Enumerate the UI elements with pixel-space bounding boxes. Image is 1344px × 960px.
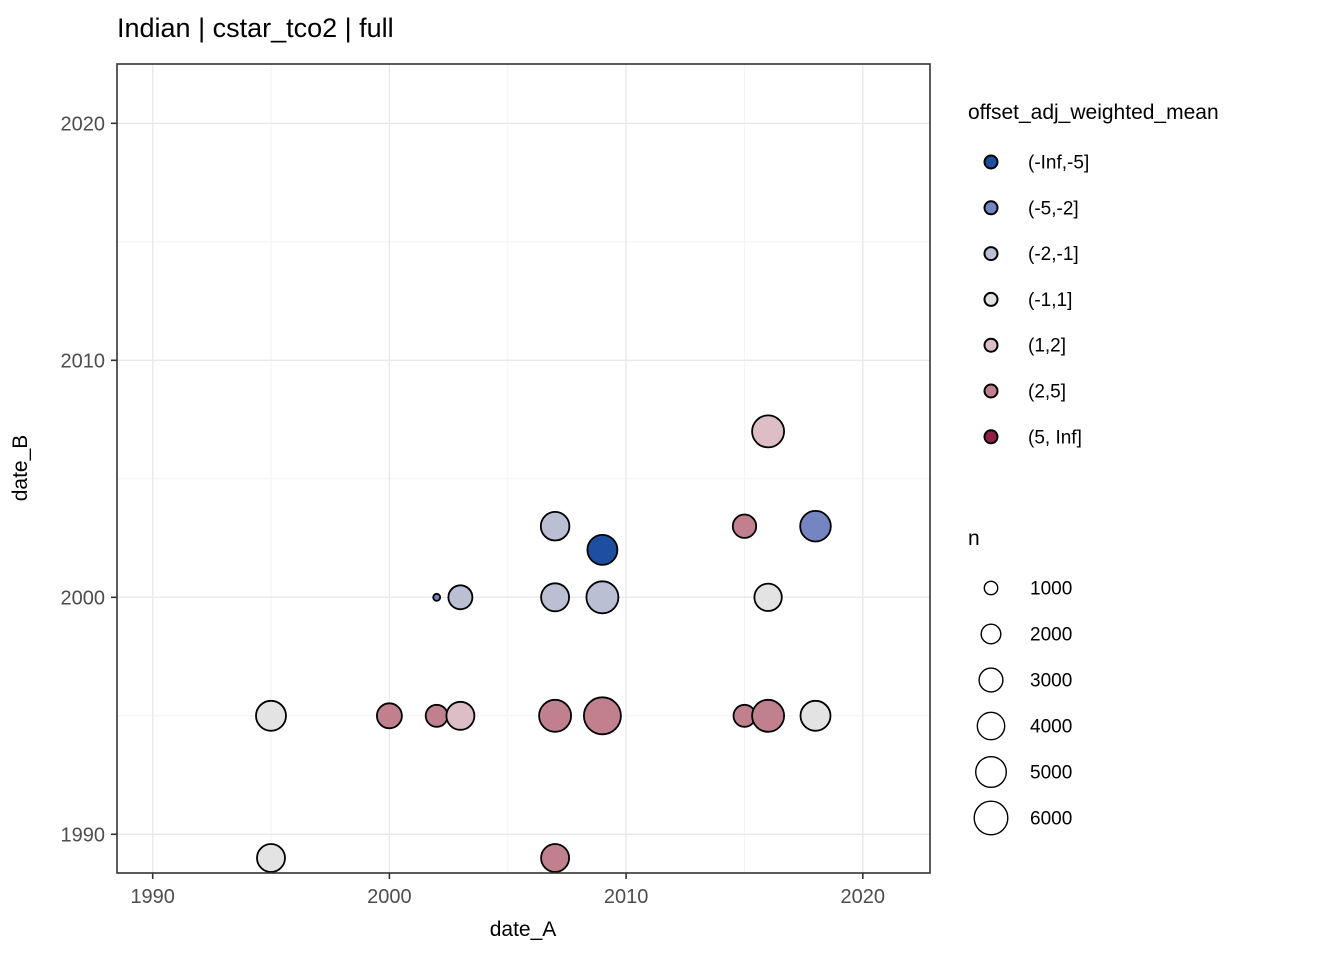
size-legend-label: 3000	[1030, 671, 1072, 692]
data-point	[586, 534, 619, 566]
x-tick-label: 2000	[367, 886, 412, 908]
color-legend-label: (-2,-1]	[1028, 244, 1079, 265]
size-legend-circle	[978, 667, 1004, 693]
data-point	[255, 699, 287, 732]
data-point	[731, 513, 758, 539]
data-point	[540, 582, 570, 613]
panel-border	[116, 63, 931, 874]
y-tick-label: 2020	[61, 113, 106, 135]
color-legend-swatch	[983, 429, 999, 445]
color-legend-label: (2,5]	[1028, 382, 1066, 403]
size-legend-label: 5000	[1030, 763, 1072, 784]
color-legend-label: (-5,-2]	[1028, 198, 1079, 219]
color-legend-swatch	[983, 246, 999, 262]
size-legend-circle	[983, 580, 999, 596]
size-legend-label: 2000	[1030, 625, 1072, 646]
color-legend-label: (-Inf,-5]	[1028, 153, 1089, 174]
x-axis-title: date_A	[490, 918, 557, 941]
size-legend-label: 4000	[1030, 717, 1072, 738]
data-point	[799, 699, 832, 732]
data-point	[445, 700, 476, 731]
x-tick-label: 2010	[604, 886, 649, 908]
data-point	[753, 582, 783, 612]
color-legend-label: (1,2]	[1028, 336, 1066, 357]
data-point	[256, 843, 286, 873]
size-legend-circle	[975, 756, 1008, 789]
data-points	[255, 414, 832, 873]
gridlines	[117, 64, 930, 873]
color-legend-title: offset_adj_weighted_mean	[968, 101, 1219, 124]
size-legend-title: n	[968, 527, 980, 550]
data-point	[447, 584, 474, 611]
y-axis-title: date_B	[9, 435, 32, 502]
data-point	[375, 702, 403, 730]
axis-ticks: 1990 2000 2010 2020 1990 2000 2010 2020	[61, 113, 886, 908]
size-legend-items: 1000 2000 3000 4000 5000 6000	[973, 579, 1072, 836]
data-point	[751, 414, 785, 449]
size-legend-label: 6000	[1030, 809, 1072, 830]
data-point	[751, 698, 785, 733]
size-legend-circle	[973, 800, 1009, 836]
y-tick-label: 2010	[61, 350, 106, 372]
color-legend-swatch	[983, 200, 999, 216]
data-point	[583, 696, 622, 736]
color-legend-swatch	[983, 291, 999, 307]
x-tick-label: 1990	[130, 886, 175, 908]
data-point	[539, 511, 571, 542]
color-legend-label: (5, Inf]	[1028, 427, 1082, 448]
color-legend-items: (-Inf,-5] (-5,-2] (-2,-1] (-1,1] (1,2] (2,5] (…	[983, 153, 1089, 448]
data-point	[424, 703, 449, 728]
data-point	[799, 510, 832, 543]
color-legend-swatch	[983, 337, 999, 353]
y-tick-label: 2000	[61, 587, 106, 609]
color-legend-swatch	[983, 154, 999, 170]
y-tick-label: 1990	[61, 824, 106, 846]
data-point	[585, 580, 620, 615]
size-legend-circle	[976, 711, 1006, 741]
x-tick-label: 2020	[841, 886, 886, 908]
size-legend-circle	[980, 623, 1002, 645]
color-legend-swatch	[983, 383, 999, 399]
data-point	[540, 843, 570, 873]
data-point	[538, 698, 572, 733]
color-legend-label: (-1,1]	[1028, 290, 1072, 311]
size-legend-label: 1000	[1030, 579, 1072, 600]
data-point	[432, 592, 442, 602]
plot-title: Indian | cstar_tco2 | full	[117, 13, 394, 43]
